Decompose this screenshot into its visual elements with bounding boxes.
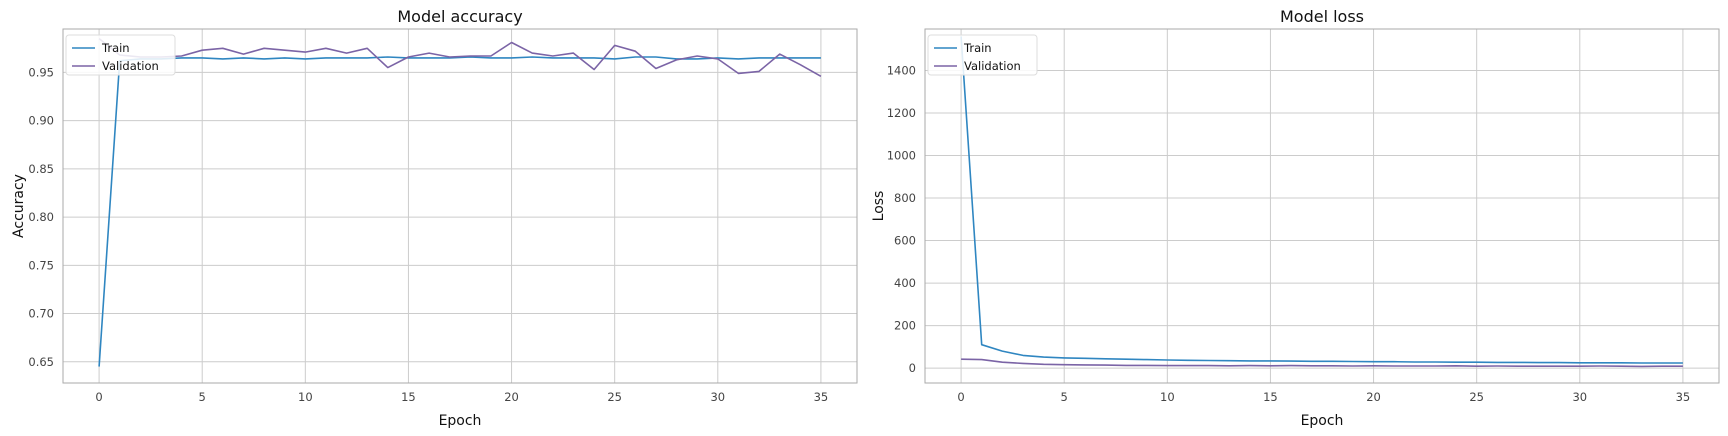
chart-panel-1: 0 5 10 15 20 25 30 35 0.65 0.70 0.75 0.80 0.85 0.90 0.… [11,7,858,429]
legend-label-train: Train [963,41,992,55]
y-tick-label: 0 [909,361,916,375]
y-tick-label: 800 [894,191,916,205]
chart-title: Model loss [1280,7,1364,26]
x-tick-label: 20 [504,390,519,404]
x-tick-label: 35 [1676,390,1691,404]
series-line-validation [961,358,1683,368]
legend [65,34,176,76]
legend-label-validation: Validation [964,59,1021,73]
y-tick-label: 200 [894,319,916,333]
plot-frame [924,28,1720,384]
y-tick-label: 0.95 [28,65,54,79]
series-line-train [98,56,821,367]
chart-panel-2: 0 5 10 15 20 25 30 35 0 200 400 600 800 1000 1200 1400 M… [871,7,1720,429]
x-tick-label: 25 [607,390,622,404]
y-tick-label: 600 [894,234,916,248]
series-line-train [960,36,1683,364]
y-axis-label: Loss [871,191,887,222]
chart-title: Model accuracy [397,7,522,26]
x-tick-label: 25 [1469,390,1484,404]
y-tick-label: 0.65 [28,355,54,369]
x-tick-label: 0 [957,390,964,404]
legend-label-train: Train [101,41,130,55]
x-tick-label: 15 [401,390,416,404]
y-tick-label: 1400 [887,63,916,77]
y-tick-label: 1200 [887,106,916,120]
legend-label-validation: Validation [102,59,159,73]
x-tick-label: 35 [814,390,829,404]
x-tick-label: 0 [95,390,102,404]
y-axis-label: Accuracy [11,174,27,238]
y-tick-label: 1000 [887,149,916,163]
y-tick-label: 0.75 [28,258,54,272]
x-tick-label: 10 [1160,390,1175,404]
x-tick-label: 30 [710,390,725,404]
series-line-validation [98,37,822,77]
x-tick-label: 5 [1061,390,1068,404]
y-tick-label: 400 [894,276,916,290]
y-tick-label: 0.70 [28,307,54,321]
x-tick-label: 30 [1572,390,1587,404]
legend [927,34,1038,76]
y-tick-label: 0.80 [28,210,54,224]
x-tick-label: 20 [1366,390,1381,404]
y-tick-label: 0.85 [28,162,54,176]
plot-frame [62,28,858,384]
x-axis-label: Epoch [439,413,482,429]
y-tick-label: 0.90 [28,114,54,128]
plot-area [63,29,857,383]
x-axis-label: Epoch [1301,413,1344,429]
x-tick-label: 15 [1263,390,1278,404]
x-tick-label: 5 [199,390,206,404]
plot-area [925,29,1719,383]
x-tick-label: 10 [298,390,313,404]
